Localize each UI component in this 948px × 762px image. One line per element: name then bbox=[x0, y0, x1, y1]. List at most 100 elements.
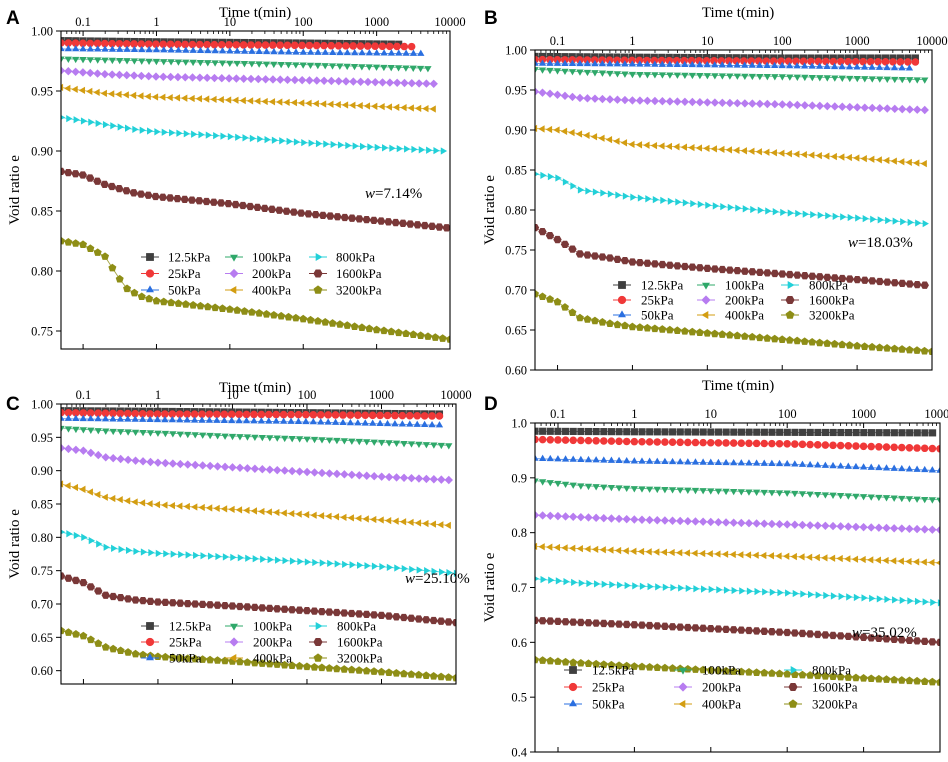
data-point bbox=[829, 57, 838, 66]
data-point bbox=[668, 516, 677, 525]
data-point bbox=[132, 125, 139, 134]
data-point bbox=[782, 628, 792, 637]
data-point bbox=[93, 69, 102, 78]
y-tick-label: 0.85 bbox=[31, 205, 53, 219]
data-point bbox=[831, 75, 839, 82]
data-point bbox=[140, 548, 148, 556]
data-point bbox=[220, 132, 227, 140]
data-point bbox=[384, 668, 393, 676]
data-point bbox=[721, 518, 731, 527]
data-point bbox=[109, 644, 118, 653]
data-point bbox=[855, 214, 862, 222]
data-point bbox=[210, 40, 219, 49]
data-point bbox=[436, 617, 446, 625]
data-point bbox=[837, 462, 845, 469]
data-point bbox=[620, 139, 628, 147]
data-point bbox=[607, 190, 615, 198]
data-point bbox=[64, 426, 73, 433]
data-point bbox=[309, 417, 317, 425]
data-point bbox=[391, 411, 399, 420]
data-point bbox=[890, 344, 899, 353]
data-point bbox=[237, 554, 245, 562]
data-point bbox=[86, 87, 93, 96]
data-point bbox=[798, 670, 807, 679]
data-point bbox=[273, 435, 281, 442]
data-point bbox=[714, 458, 723, 465]
data-point bbox=[668, 487, 677, 494]
data-point bbox=[756, 61, 764, 68]
data-point bbox=[347, 214, 357, 222]
data-point bbox=[409, 565, 416, 573]
data-point bbox=[317, 468, 327, 478]
data-point bbox=[584, 545, 591, 553]
data-point bbox=[183, 416, 191, 423]
data-point bbox=[376, 217, 386, 225]
data-point bbox=[852, 442, 860, 450]
y-tick-label: 0.7 bbox=[511, 581, 527, 595]
data-point bbox=[370, 439, 378, 446]
data-point bbox=[814, 428, 822, 437]
data-point bbox=[349, 101, 356, 109]
y-tick-label: 0.65 bbox=[505, 324, 527, 338]
data-point bbox=[400, 78, 409, 88]
data-point bbox=[362, 666, 371, 675]
legend-marker bbox=[702, 282, 710, 290]
data-point bbox=[123, 58, 131, 65]
data-point bbox=[207, 552, 215, 560]
data-point bbox=[568, 129, 575, 137]
data-point bbox=[742, 205, 750, 213]
data-point bbox=[254, 74, 263, 84]
data-point bbox=[242, 416, 251, 424]
data-point bbox=[122, 71, 131, 80]
data-point bbox=[339, 418, 347, 426]
data-point bbox=[116, 409, 125, 418]
data-point bbox=[823, 273, 832, 282]
data-point bbox=[821, 631, 830, 639]
data-point bbox=[928, 558, 935, 567]
data-point bbox=[905, 676, 914, 685]
data-point bbox=[362, 215, 371, 224]
data-point bbox=[64, 574, 73, 582]
data-point bbox=[383, 419, 392, 427]
data-point bbox=[452, 673, 456, 682]
y-tick-label: 0.80 bbox=[505, 204, 527, 218]
data-point bbox=[122, 91, 129, 99]
data-point bbox=[535, 616, 540, 625]
data-point bbox=[584, 483, 593, 491]
data-point bbox=[798, 629, 807, 638]
data-point bbox=[146, 457, 155, 467]
data-point bbox=[778, 335, 787, 343]
data-point bbox=[830, 152, 837, 161]
data-point bbox=[782, 552, 790, 560]
legend-label: 1600kPa bbox=[809, 293, 855, 308]
legend-marker bbox=[315, 253, 323, 261]
data-point bbox=[211, 303, 220, 312]
legend-label: 100kPa bbox=[253, 619, 292, 634]
data-point bbox=[95, 119, 102, 128]
data-point bbox=[355, 438, 363, 446]
data-point bbox=[643, 96, 652, 106]
data-point bbox=[226, 47, 234, 54]
data-point bbox=[398, 420, 407, 427]
data-point bbox=[553, 617, 563, 626]
data-point bbox=[538, 617, 547, 625]
data-point bbox=[783, 669, 792, 678]
data-point bbox=[243, 506, 250, 515]
data-point bbox=[235, 657, 244, 666]
data-point bbox=[295, 467, 304, 476]
data-point bbox=[900, 218, 907, 226]
data-point bbox=[553, 126, 560, 134]
data-point bbox=[72, 409, 80, 417]
data-point bbox=[137, 92, 144, 100]
data-point bbox=[767, 628, 777, 636]
data-point bbox=[64, 482, 71, 490]
data-point bbox=[131, 429, 140, 437]
data-point bbox=[760, 459, 768, 466]
data-point bbox=[100, 180, 109, 189]
y-tick-label: 0.4 bbox=[511, 746, 527, 760]
data-point bbox=[722, 428, 730, 436]
data-point bbox=[723, 586, 731, 594]
data-point bbox=[867, 634, 876, 642]
data-point bbox=[637, 547, 645, 556]
data-point bbox=[233, 306, 242, 314]
